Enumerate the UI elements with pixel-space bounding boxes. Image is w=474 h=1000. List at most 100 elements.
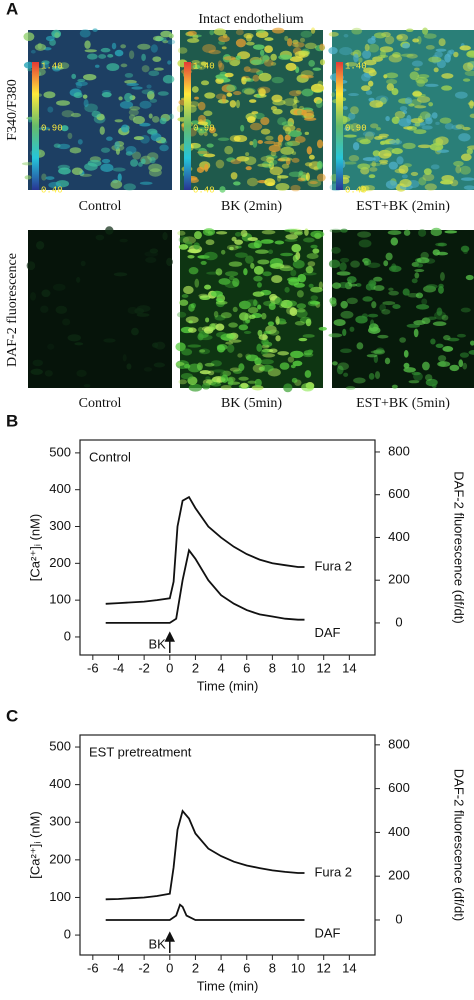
cell xyxy=(339,257,350,263)
cell xyxy=(305,172,310,182)
colorbar xyxy=(184,62,191,190)
cell xyxy=(255,249,269,254)
cell xyxy=(188,101,200,108)
cell xyxy=(371,160,377,168)
cell xyxy=(296,303,307,309)
cell xyxy=(188,320,193,324)
cell xyxy=(367,313,379,318)
cell xyxy=(368,174,376,179)
cell xyxy=(260,128,271,135)
cell xyxy=(384,357,391,365)
cell xyxy=(196,166,205,173)
cell xyxy=(449,364,460,372)
cell xyxy=(450,179,459,187)
cell xyxy=(246,34,252,42)
x-tick-label: 14 xyxy=(342,660,356,675)
cell xyxy=(340,300,348,309)
cell xyxy=(308,60,315,67)
cell xyxy=(75,81,88,87)
cell xyxy=(391,263,397,272)
cell xyxy=(296,308,306,313)
cell xyxy=(235,99,241,109)
cell xyxy=(218,35,230,43)
cell xyxy=(399,179,412,188)
cell xyxy=(288,90,302,97)
cell xyxy=(202,228,216,236)
cell xyxy=(295,309,308,318)
cell xyxy=(374,371,381,380)
cell xyxy=(387,230,402,235)
cell xyxy=(385,72,399,79)
cell xyxy=(131,86,143,90)
image-caption: Control xyxy=(79,199,122,214)
cell xyxy=(114,141,120,150)
x-tick-label: 0 xyxy=(166,660,173,675)
cell xyxy=(29,291,37,301)
cell xyxy=(188,383,203,392)
cell xyxy=(220,374,229,383)
cell xyxy=(247,237,258,242)
cell xyxy=(61,110,74,118)
x-tick-label: 12 xyxy=(316,960,330,975)
cell xyxy=(161,140,168,144)
cell xyxy=(240,124,245,132)
cell xyxy=(240,229,248,238)
cell xyxy=(243,66,251,73)
cell xyxy=(375,127,382,131)
cell xyxy=(423,168,432,175)
cell xyxy=(230,158,242,165)
cell xyxy=(303,237,315,243)
cell xyxy=(292,254,298,262)
cell xyxy=(162,74,175,84)
cell xyxy=(267,321,275,326)
cell xyxy=(400,53,414,57)
cell xyxy=(402,142,416,150)
cell xyxy=(177,230,186,236)
x-tick-label: 2 xyxy=(192,960,199,975)
cell xyxy=(201,382,211,390)
cell xyxy=(237,353,243,358)
cell xyxy=(253,240,262,249)
cell xyxy=(377,135,388,139)
cell xyxy=(460,177,474,181)
cell xyxy=(167,39,176,45)
cell xyxy=(129,50,135,60)
cell xyxy=(226,344,235,353)
colorbar-label: 0.90 xyxy=(41,123,63,133)
cell xyxy=(403,229,411,236)
cell xyxy=(435,48,447,52)
cell xyxy=(344,126,351,132)
cell xyxy=(437,242,447,247)
cell xyxy=(114,49,124,57)
cell xyxy=(199,349,206,353)
cell xyxy=(328,47,338,55)
cell xyxy=(300,30,313,38)
cell xyxy=(277,158,286,162)
cell xyxy=(466,145,474,150)
cell xyxy=(219,186,226,193)
cell xyxy=(245,354,259,362)
cell xyxy=(459,45,471,51)
cell xyxy=(435,343,444,348)
y2-tick-label: 200 xyxy=(388,868,410,883)
cell xyxy=(21,162,35,166)
cell xyxy=(213,28,226,36)
cell xyxy=(159,144,169,152)
y-tick-label: 500 xyxy=(49,738,71,753)
cell xyxy=(271,76,284,84)
cell xyxy=(149,248,159,254)
cell xyxy=(258,72,272,82)
cell xyxy=(339,47,353,56)
cell xyxy=(298,50,310,56)
cell xyxy=(205,239,215,246)
cell xyxy=(260,116,270,126)
cell xyxy=(150,44,158,53)
cell xyxy=(418,228,427,237)
x-tick-label: -6 xyxy=(87,960,99,975)
cell xyxy=(404,97,413,105)
cell xyxy=(244,255,254,264)
cell xyxy=(249,99,257,103)
cell xyxy=(424,374,433,381)
cell xyxy=(297,273,307,283)
cell xyxy=(463,249,468,254)
